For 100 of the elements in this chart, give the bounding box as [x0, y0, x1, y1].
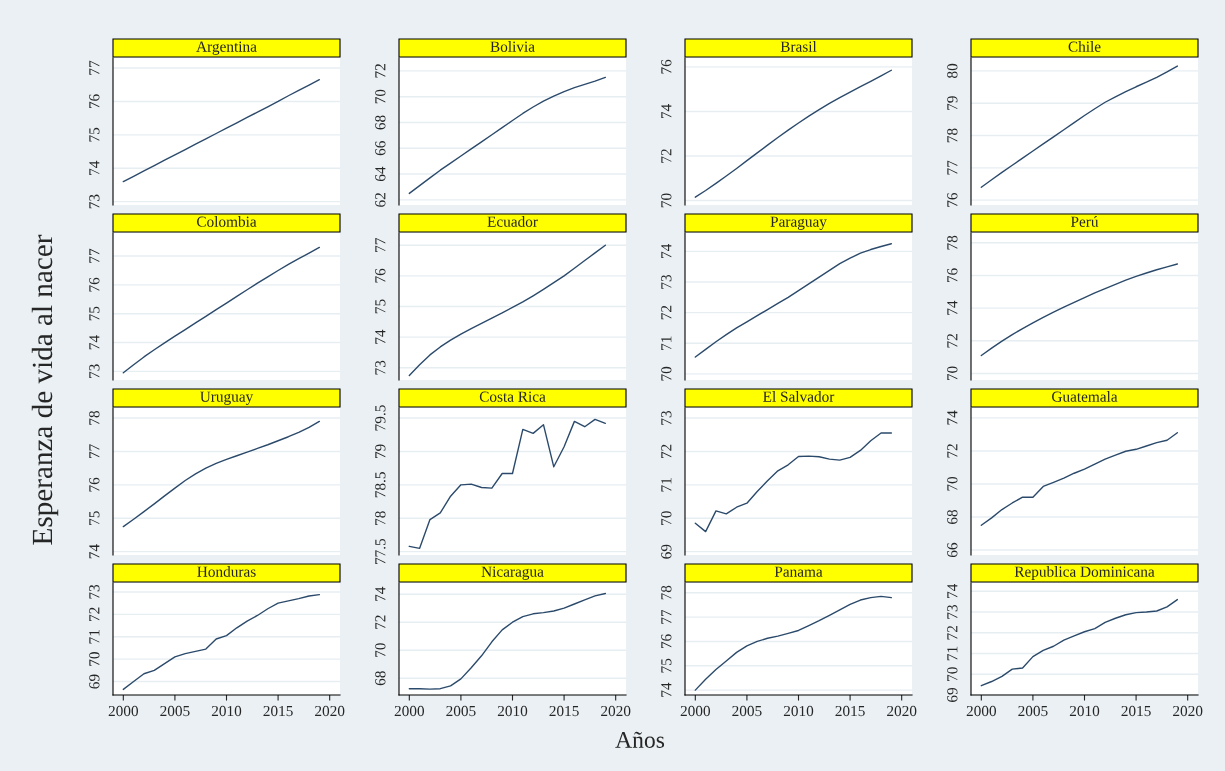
y-tick-label: 75	[89, 127, 100, 142]
x-tick-label: 2020	[601, 705, 631, 717]
x-tick-label: 2010	[1069, 705, 1100, 717]
x-tick-label: 2000	[680, 705, 711, 717]
y-tick-label: 79	[375, 444, 386, 459]
chart-title: Uruguay	[200, 391, 254, 405]
y-tick-label: 77	[375, 238, 386, 252]
y-tick-label: 64	[375, 166, 386, 182]
y-tick-label: 76	[375, 268, 386, 283]
line-series	[122, 420, 321, 528]
y-tick-label: 72	[661, 444, 672, 459]
chart-title: Paraguay	[770, 216, 827, 230]
y-tick-label: 78	[661, 585, 672, 600]
y-tick-label: 71	[661, 336, 672, 350]
chart-title: El Salvador	[763, 391, 835, 402]
y-tick-label: 75	[89, 511, 100, 525]
y-tick-label: 73	[89, 364, 100, 378]
y-tick-label: 69	[89, 674, 100, 689]
y-tick-label: 72	[661, 305, 672, 320]
y-tick-label: 70	[947, 667, 958, 681]
y-tick-label: 77	[89, 444, 100, 459]
y-tick-label: 70	[947, 366, 958, 381]
line-series	[408, 244, 607, 377]
y-tick-label: 66	[947, 542, 958, 558]
y-tick-label: 70	[661, 193, 672, 208]
x-tick-label: 2000	[966, 705, 997, 717]
y-tick-label: 70	[661, 511, 672, 525]
x-tick-label: 2005	[732, 705, 762, 717]
y-tick-label: 76	[947, 268, 958, 283]
x-tick-label: 2005	[160, 705, 190, 717]
line-series	[980, 432, 1179, 526]
y-tick-label: 76	[661, 59, 672, 74]
y-tick-label: 70	[661, 366, 672, 381]
y-tick-label: 72	[375, 615, 386, 629]
y-tick-label: 79	[947, 96, 958, 110]
x-tick-label: 2015	[549, 705, 579, 717]
y-tick-label: 75	[661, 658, 672, 673]
y-tick-label: 79.5	[375, 405, 386, 431]
y-tick-label: 72	[947, 444, 958, 458]
y-tick-label: 73	[947, 604, 958, 619]
y-tick-label: 69	[661, 544, 672, 559]
y-tick-label: 75	[375, 299, 386, 314]
line-series	[122, 593, 321, 691]
line-series	[694, 595, 893, 691]
y-tick-label: 69	[947, 687, 958, 702]
chart-title: Chile	[1068, 41, 1101, 52]
y-tick-label: 68	[375, 115, 386, 130]
y-tick-label: 77	[89, 60, 100, 75]
x-tick-label: 2015	[263, 705, 293, 717]
y-tick-label: 62	[375, 193, 386, 207]
chart-title: Colombia	[197, 216, 257, 227]
chart-title: Nicaragua	[481, 566, 544, 580]
y-tick-label: 72	[89, 607, 100, 621]
line-series	[122, 246, 321, 374]
chart-title: Bolivia	[490, 41, 535, 52]
line-series	[694, 243, 893, 358]
y-tick-label: 76	[89, 477, 100, 492]
y-tick-label: 75	[89, 306, 100, 321]
chart-title: Perú	[1070, 216, 1099, 227]
x-tick-label: 2005	[446, 705, 476, 717]
y-tick-label: 73	[661, 410, 672, 425]
y-tick-label: 78.5	[375, 472, 386, 498]
x-tick-label: 2015	[835, 705, 865, 717]
text: Años	[615, 731, 665, 748]
y-tick-label: 72	[375, 64, 386, 78]
y-tick-label: 77.5	[375, 538, 386, 565]
y-tick-label: 74	[661, 104, 672, 119]
y-axis-title: Esperanza de vida al nacer	[31, 234, 59, 545]
y-tick-label: 74	[947, 300, 958, 315]
y-tick-label: 77	[947, 160, 958, 175]
y-tick-label: 68	[947, 509, 958, 524]
y-tick-label: 68	[375, 671, 386, 686]
line-series	[122, 79, 321, 183]
y-tick-label: 80	[947, 63, 958, 78]
y-tick-label: 70	[89, 652, 100, 666]
chart-title: Brasil	[780, 41, 817, 52]
y-tick-label: 77	[661, 609, 672, 624]
y-tick-label: 70	[375, 89, 386, 104]
y-tick-label: 73	[89, 194, 100, 209]
y-tick-label: 78	[375, 511, 386, 525]
y-tick-label: 74	[947, 583, 958, 598]
chart-title: Costa Rica	[479, 391, 546, 402]
y-tick-label: 74	[661, 243, 672, 259]
line-series	[408, 418, 607, 550]
x-tick-label: 2015	[1121, 705, 1151, 717]
x-tick-label: 2020	[1173, 705, 1203, 717]
y-tick-label: 72	[947, 334, 958, 348]
y-tick-label: 71	[661, 478, 672, 492]
y-tick-label: 78	[947, 235, 958, 250]
y-tick-label: 72	[947, 625, 958, 640]
y-tick-label: 66	[375, 141, 386, 156]
chart-title: Argentina	[196, 41, 257, 55]
x-tick-label: 2005	[1018, 705, 1048, 717]
y-tick-label: 76	[947, 192, 958, 207]
y-tick-label: 74	[375, 329, 386, 344]
x-tick-label: 2020	[887, 705, 917, 717]
x-tick-label: 2000	[394, 705, 425, 717]
y-tick-label: 74	[89, 160, 100, 175]
chart-title: Guatemala	[1052, 391, 1118, 402]
y-tick-label: 74	[89, 335, 100, 350]
